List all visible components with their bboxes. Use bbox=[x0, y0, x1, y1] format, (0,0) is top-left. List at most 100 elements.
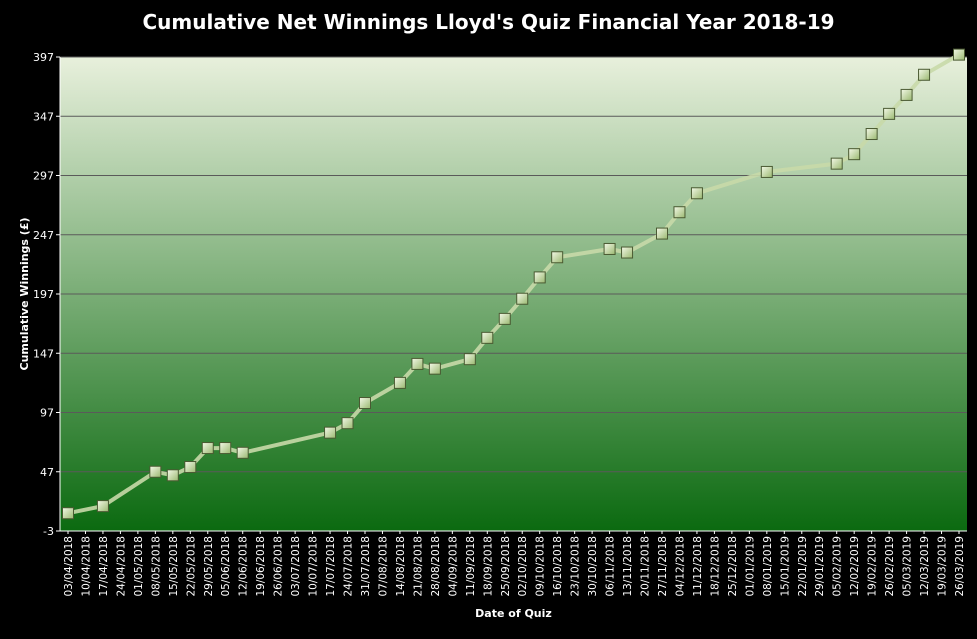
x-tick-label: 25/09/2018 bbox=[500, 536, 512, 597]
x-tick-label: 12/02/2019 bbox=[849, 536, 861, 597]
data-point bbox=[830, 157, 843, 170]
data-point bbox=[900, 88, 913, 101]
x-tick-label: 29/05/2018 bbox=[203, 536, 215, 597]
x-tick-label: 04/12/2018 bbox=[674, 536, 686, 597]
data-point bbox=[883, 107, 896, 120]
x-tick-label: 18/12/2018 bbox=[709, 536, 721, 597]
x-tick-label: 29/01/2019 bbox=[814, 536, 826, 597]
x-tick-label: 06/11/2018 bbox=[605, 536, 617, 597]
x-tick-label: 20/11/2018 bbox=[640, 536, 652, 597]
x-tick-label: 11/12/2018 bbox=[692, 536, 704, 597]
data-point bbox=[498, 312, 511, 325]
data-point bbox=[149, 465, 162, 478]
series-cumulative-winnings bbox=[62, 48, 965, 520]
chart-title: Cumulative Net Winnings Lloyd's Quiz Fin… bbox=[142, 10, 835, 34]
y-tick-label: 247 bbox=[33, 229, 54, 242]
x-tick-label: 24/04/2018 bbox=[115, 536, 127, 597]
y-tick-label: 47 bbox=[40, 466, 54, 479]
data-point bbox=[953, 48, 965, 61]
y-axis-ticks: -3 47 97 147 197 247 297 347 397 bbox=[33, 51, 60, 538]
data-point bbox=[393, 376, 406, 389]
x-tick-label: 10/07/2018 bbox=[308, 536, 320, 597]
data-point bbox=[516, 292, 529, 305]
data-point bbox=[166, 469, 179, 482]
x-tick-label: 09/10/2018 bbox=[535, 536, 547, 597]
x-tick-label: 08/05/2018 bbox=[150, 536, 162, 597]
x-axis-title: Date of Quiz bbox=[475, 607, 552, 620]
x-tick-label: 04/09/2018 bbox=[447, 536, 459, 597]
x-tick-label: 15/05/2018 bbox=[168, 536, 180, 597]
x-tick-label: 26/06/2018 bbox=[273, 536, 285, 597]
x-tick-label: 19/03/2019 bbox=[937, 536, 949, 597]
data-point bbox=[201, 442, 214, 455]
data-point bbox=[603, 242, 616, 255]
x-tick-label: 19/06/2018 bbox=[255, 536, 267, 597]
data-point bbox=[324, 426, 337, 439]
y-tick-label: 397 bbox=[33, 51, 54, 64]
x-tick-label: 25/12/2018 bbox=[727, 536, 739, 597]
x-tick-label: 21/08/2018 bbox=[412, 536, 424, 597]
x-tick-label: 18/09/2018 bbox=[482, 536, 494, 597]
y-tick-label: -3 bbox=[43, 525, 54, 538]
x-tick-label: 28/08/2018 bbox=[430, 536, 442, 597]
x-tick-label: 26/03/2019 bbox=[954, 536, 966, 597]
x-tick-label: 26/02/2019 bbox=[884, 536, 896, 597]
x-tick-label: 07/08/2018 bbox=[377, 536, 389, 597]
data-point bbox=[341, 417, 354, 430]
x-tick-label: 22/01/2019 bbox=[797, 536, 809, 597]
y-axis-title: Cumulative Winnings (£) bbox=[18, 217, 31, 370]
x-tick-label: 17/04/2018 bbox=[98, 536, 110, 597]
data-point bbox=[184, 461, 197, 474]
data-point bbox=[621, 246, 634, 259]
x-tick-label: 27/11/2018 bbox=[657, 536, 669, 597]
x-axis-ticks: 03/04/2018 10/04/2018 17/04/2018 24/04/2018… bbox=[63, 531, 966, 597]
data-point bbox=[673, 206, 686, 219]
x-tick-label: 03/07/2018 bbox=[290, 536, 302, 597]
y-tick-label: 347 bbox=[33, 110, 54, 123]
x-tick-label: 01/05/2018 bbox=[133, 536, 145, 597]
x-tick-label: 03/04/2018 bbox=[63, 536, 75, 597]
x-tick-label: 15/01/2019 bbox=[779, 536, 791, 597]
y-tick-label: 297 bbox=[33, 170, 54, 183]
data-point bbox=[411, 357, 424, 370]
x-tick-label: 12/03/2019 bbox=[919, 536, 931, 597]
data-point bbox=[428, 362, 441, 375]
x-tick-label: 31/07/2018 bbox=[360, 536, 372, 597]
x-tick-label: 14/08/2018 bbox=[395, 536, 407, 597]
data-point bbox=[219, 442, 232, 455]
data-point bbox=[848, 148, 861, 161]
data-point bbox=[918, 68, 931, 81]
x-tick-label: 13/11/2018 bbox=[622, 536, 634, 597]
x-tick-label: 01/01/2019 bbox=[744, 536, 756, 597]
data-point bbox=[760, 165, 773, 178]
x-tick-label: 02/10/2018 bbox=[517, 536, 529, 597]
data-point bbox=[865, 128, 878, 141]
data-point bbox=[463, 353, 476, 366]
x-tick-label: 19/02/2019 bbox=[867, 536, 879, 597]
x-tick-label: 05/06/2018 bbox=[220, 536, 232, 597]
x-tick-label: 16/10/2018 bbox=[552, 536, 564, 597]
data-point bbox=[690, 187, 703, 200]
x-tick-label: 24/07/2018 bbox=[343, 536, 355, 597]
y-tick-label: 197 bbox=[33, 288, 54, 301]
x-tick-label: 12/06/2018 bbox=[238, 536, 250, 597]
y-tick-label: 147 bbox=[33, 347, 54, 360]
data-point bbox=[481, 331, 494, 344]
data-point bbox=[96, 500, 109, 513]
data-point bbox=[533, 271, 546, 284]
y-tick-label: 97 bbox=[40, 407, 54, 420]
x-tick-label: 23/10/2018 bbox=[570, 536, 582, 597]
x-tick-label: 08/01/2019 bbox=[762, 536, 774, 597]
x-tick-label: 11/09/2018 bbox=[465, 536, 477, 597]
data-point bbox=[359, 397, 371, 410]
x-tick-label: 22/05/2018 bbox=[185, 536, 197, 597]
data-point bbox=[656, 227, 668, 240]
data-point bbox=[62, 507, 74, 520]
x-tick-label: 10/04/2018 bbox=[80, 536, 92, 597]
x-tick-label: 17/07/2018 bbox=[325, 536, 337, 597]
data-point bbox=[236, 446, 249, 459]
x-tick-label: 30/10/2018 bbox=[587, 536, 599, 597]
x-tick-label: 05/03/2019 bbox=[902, 536, 914, 597]
data-point bbox=[551, 251, 564, 264]
